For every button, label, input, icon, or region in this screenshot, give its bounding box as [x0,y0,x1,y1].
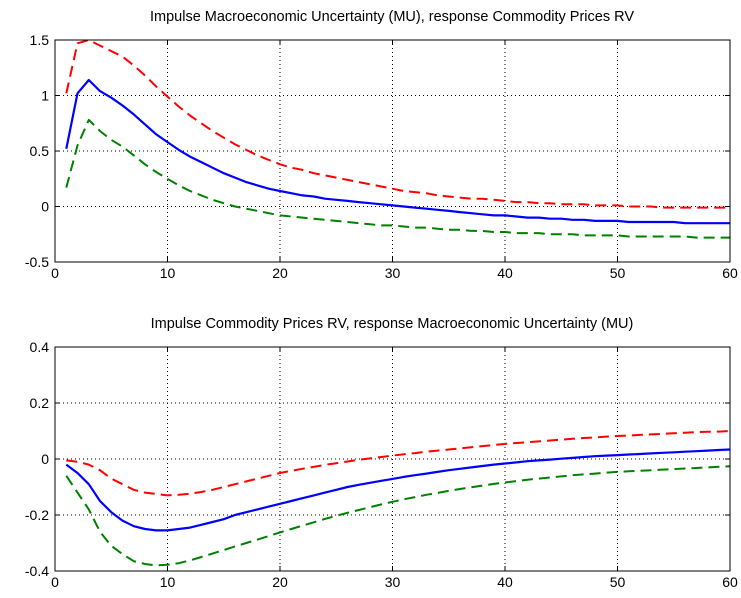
chart-panel-top: Impulse Macroeconomic Uncertainty (MU), … [25,9,738,281]
series-line-3 [65,118,730,239]
y-tick-label: -0.5 [25,254,49,270]
y-tick-label: -0.2 [25,507,49,523]
y-tick-label: 0 [41,451,49,467]
x-tick-label: 50 [610,574,626,590]
x-tick-label: 10 [160,265,176,281]
y-tick-label: 1.5 [30,32,50,48]
chart-title-top: Impulse Macroeconomic Uncertainty (MU), … [150,9,634,25]
x-tick-label: 60 [722,574,738,590]
chart-title-bottom: Impulse Commodity Prices RV, response Ma… [151,316,634,332]
series-line-1 [65,39,730,209]
x-tick-label: 40 [497,265,513,281]
series-line-2 [65,78,730,225]
x-tick-label: 60 [722,265,738,281]
y-tick-label: 0.4 [30,339,50,355]
x-tick-label: 10 [160,574,176,590]
x-tick-label: 30 [385,574,401,590]
series-line-1 [66,430,731,497]
x-tick-label: 0 [51,265,59,281]
y-tick-label: 0.2 [30,395,50,411]
x-tick-label: 50 [610,265,626,281]
y-tick-label: 0.5 [30,143,50,159]
x-tick-label: 0 [51,574,59,590]
y-tick-label: 1 [41,88,49,104]
x-tick-label: 40 [497,574,513,590]
series-line-3 [65,465,731,567]
x-tick-label: 20 [272,574,288,590]
x-tick-label: 30 [385,265,401,281]
y-tick-label: 0 [41,199,49,215]
x-tick-label: 20 [272,265,288,281]
chart-panel-bottom: Impulse Commodity Prices RV, response Ma… [25,316,738,590]
series-line-2 [65,448,731,532]
y-tick-label: -0.4 [25,563,49,579]
